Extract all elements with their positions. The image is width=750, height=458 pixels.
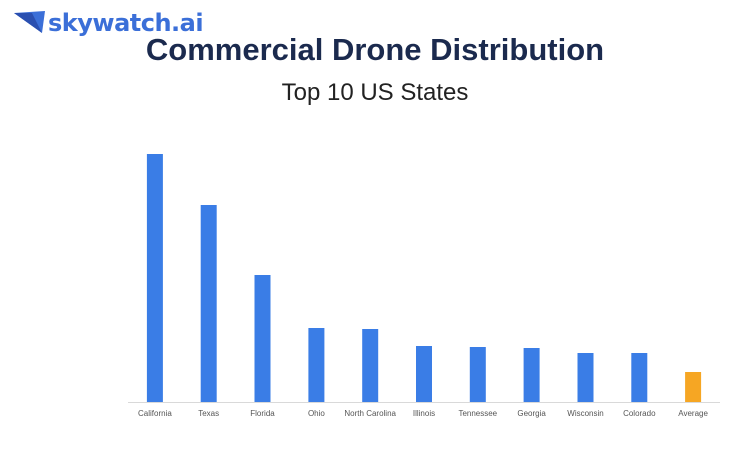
x-tick-label: Florida [250,409,275,418]
bar-texas [200,205,217,402]
x-tick-label: North Carolina [344,409,396,418]
bar-florida [254,275,271,402]
bar-wisconsin [577,353,594,402]
bar-georgia [523,348,540,402]
bar-ohio [308,328,325,402]
bar-tennessee [469,347,486,402]
x-tick-label: Wisconsin [567,409,603,418]
bar-california [146,154,163,402]
x-tick-label: Colorado [623,409,656,418]
x-tick-label: Texas [198,409,219,418]
chart-subtitle: Top 10 US States [281,79,469,106]
x-tick-label: Ohio [308,409,325,418]
chart-title: Commercial Drone Distribution [145,32,605,67]
bar-colorado [631,353,648,402]
brand-name: skywatch.ai [48,9,204,37]
x-tick-label: California [138,409,172,418]
bar-average [685,372,702,402]
bar-illinois [416,346,432,402]
brand-logo: skywatch.ai [14,6,204,40]
x-tick-label: Tennessee [458,409,497,418]
x-tick-label: Average [678,409,708,418]
wing-logo-icon [14,11,45,33]
x-tick-label: Illinois [413,409,435,418]
bar-north-carolina [362,329,379,402]
x-tick-label: Georgia [517,409,546,418]
